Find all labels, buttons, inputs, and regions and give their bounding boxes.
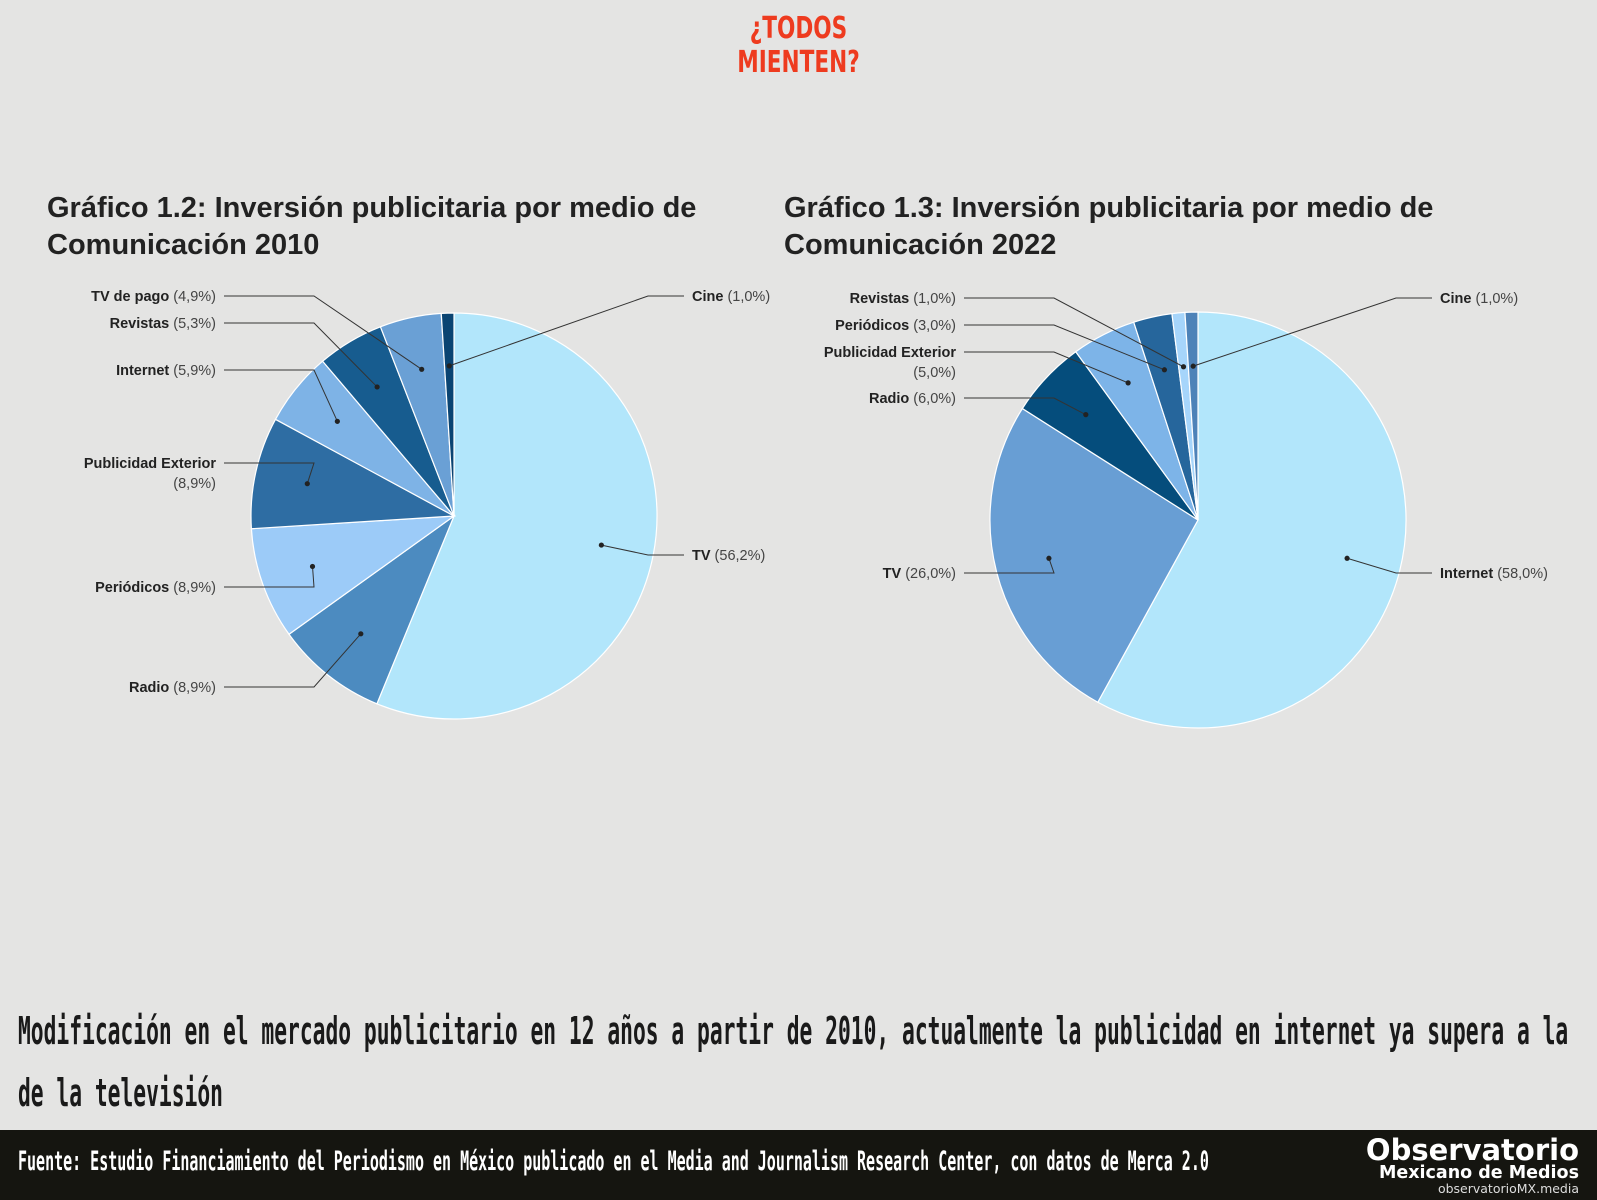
logo-sub-text: Mexicano de Medios xyxy=(1378,1163,1579,1183)
headline: Modificación en el mercado publicitario … xyxy=(18,1009,1569,1115)
leader-line-publicidad-exterior xyxy=(224,462,315,484)
slice-label-publicidad-exterior: Publicidad Exterior (8,9%) xyxy=(84,456,216,492)
brand-line-2: MIENTEN? xyxy=(737,45,860,80)
leader-line-periodicos xyxy=(964,324,1165,371)
leader-dot-cine xyxy=(1190,363,1196,369)
observatorio-logo: Observatorio Mexicano de Medios observat… xyxy=(1365,1133,1579,1196)
leader-line-internet xyxy=(224,369,338,422)
leader-dot-publicidad-exterior xyxy=(1125,380,1131,386)
leader-line-tv xyxy=(964,558,1055,574)
slice-label-tv: TV (56,2%) xyxy=(692,548,765,564)
pie-slice-publicidad-exterior xyxy=(250,418,457,530)
logo-main-text: Observatorio xyxy=(1365,1133,1579,1167)
pie-slice-cine xyxy=(1184,311,1199,521)
leader-line-publicidad-exterior xyxy=(964,351,1129,384)
logo-url-text: observatorioMX.media xyxy=(1437,1181,1579,1196)
leader-dot-periodicos xyxy=(1161,367,1168,373)
slice-label-tv-de-pago: TV de pago (4,9%) xyxy=(91,289,216,305)
pie-chart-2010: TV (56,2%) Radio (8,9%) Periódicos (8,9%) P… xyxy=(84,289,770,720)
slice-label-radio: Radio (8,9%) xyxy=(129,680,216,696)
leader-line-revistas xyxy=(964,297,1184,368)
brand-logo: ¿TODOS MIENTEN? xyxy=(224,12,1374,80)
leader-line-cine xyxy=(1193,297,1432,367)
pie-slice-cine xyxy=(440,312,455,517)
leader-line-periodicos xyxy=(224,566,315,588)
footer-bar: Fuente: Estudio Financiamiento del Perio… xyxy=(0,1130,1597,1200)
leader-line-tv-de-pago xyxy=(224,295,422,370)
leader-dot-tv-de-pago xyxy=(419,366,425,372)
leader-dot-cine xyxy=(446,363,452,369)
leader-line-radio xyxy=(964,397,1087,416)
pie-chart-2022: Internet (58,0%) TV (26,0%) Radio (6,0%) Pu… xyxy=(824,291,1548,729)
slice-label-publicidad-exterior: Publicidad Exterior (5,0%) xyxy=(824,345,956,381)
chart-title-2010: Gráfico 1.2: Inversión publicitaria por … xyxy=(47,192,697,261)
leader-dot-internet xyxy=(334,418,340,424)
leader-dot-radio xyxy=(1083,412,1089,418)
slice-label-cine: Cine (1,0%) xyxy=(1440,291,1518,307)
slice-label-periodicos: Periódicos (3,0%) xyxy=(835,318,956,334)
leader-dot-revistas xyxy=(1180,364,1187,370)
leader-line-cine xyxy=(449,295,684,367)
leader-line-revistas xyxy=(224,322,378,388)
pie-slice-internet xyxy=(1096,311,1407,729)
pie-slice-radio xyxy=(288,514,456,705)
pie-slice-periodicos xyxy=(250,515,457,636)
leader-line-radio xyxy=(224,633,362,688)
slice-label-radio: Radio (6,0%) xyxy=(869,391,956,407)
chart-title-2022: Gráfico 1.3: Inversión publicitaria por … xyxy=(784,192,1434,261)
slice-label-tv: TV (26,0%) xyxy=(883,566,956,582)
leader-dot-revistas xyxy=(374,384,380,390)
leader-dot-tv xyxy=(1046,555,1052,561)
leader-dot-periodicos xyxy=(309,563,316,570)
pie-slice-tv xyxy=(989,407,1199,704)
slice-label-cine: Cine (1,0%) xyxy=(692,289,770,305)
slice-label-internet: Internet (5,9%) xyxy=(116,363,216,379)
pie-charts: TV (56,2%) Radio (8,9%) Periódicos (8,9%) P… xyxy=(84,289,1548,729)
slice-label-revistas: Revistas (5,3%) xyxy=(110,316,216,332)
slice-label-internet: Internet (58,0%) xyxy=(1440,566,1548,582)
leader-dot-radio xyxy=(358,631,364,637)
brand-line-1: ¿TODOS xyxy=(749,11,848,46)
source-note: Fuente: Estudio Financiamiento del Perio… xyxy=(18,1146,1209,1177)
slice-label-revistas: Revistas (1,0%) xyxy=(850,291,956,307)
leader-line-tv xyxy=(601,544,684,556)
leader-dot-tv xyxy=(598,542,604,548)
leader-line-internet xyxy=(1346,557,1432,574)
leader-dot-internet xyxy=(1344,555,1350,561)
slice-label-periodicos: Periódicos (8,9%) xyxy=(95,580,216,596)
leader-dot-publicidad-exterior xyxy=(304,481,310,487)
